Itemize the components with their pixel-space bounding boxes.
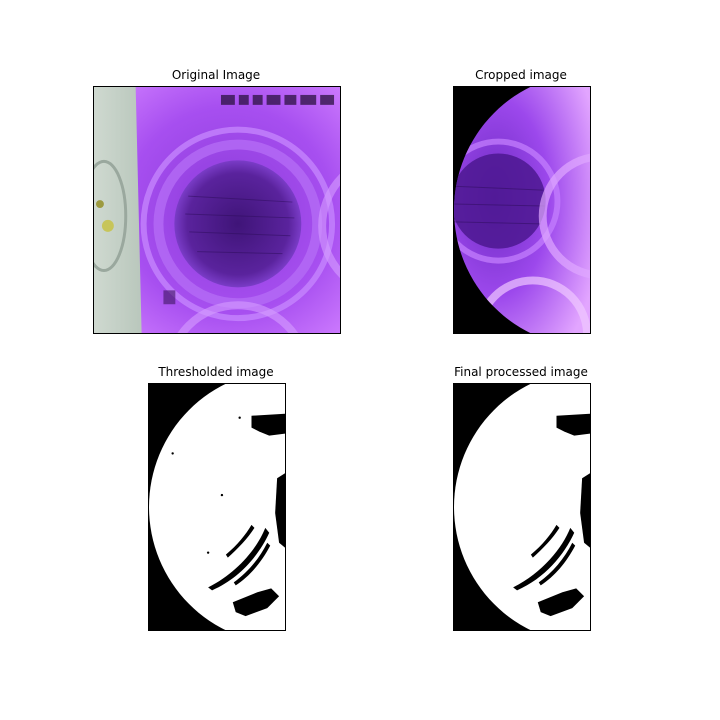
original-image-frame bbox=[93, 86, 341, 334]
original-image-title: Original Image bbox=[171, 68, 261, 82]
original-image bbox=[94, 87, 340, 333]
final-processed-image bbox=[454, 384, 590, 630]
cropped-image-title: Cropped image bbox=[475, 68, 567, 82]
final-processed-image-frame bbox=[453, 383, 591, 631]
cropped-image-frame bbox=[453, 86, 591, 334]
thresholded-image-title: Thresholded image bbox=[158, 365, 274, 379]
thresholded-image-frame bbox=[148, 383, 286, 631]
thresholded-image bbox=[149, 384, 285, 630]
cropped-image bbox=[454, 87, 590, 333]
final-processed-image-title: Final processed image bbox=[454, 365, 588, 379]
